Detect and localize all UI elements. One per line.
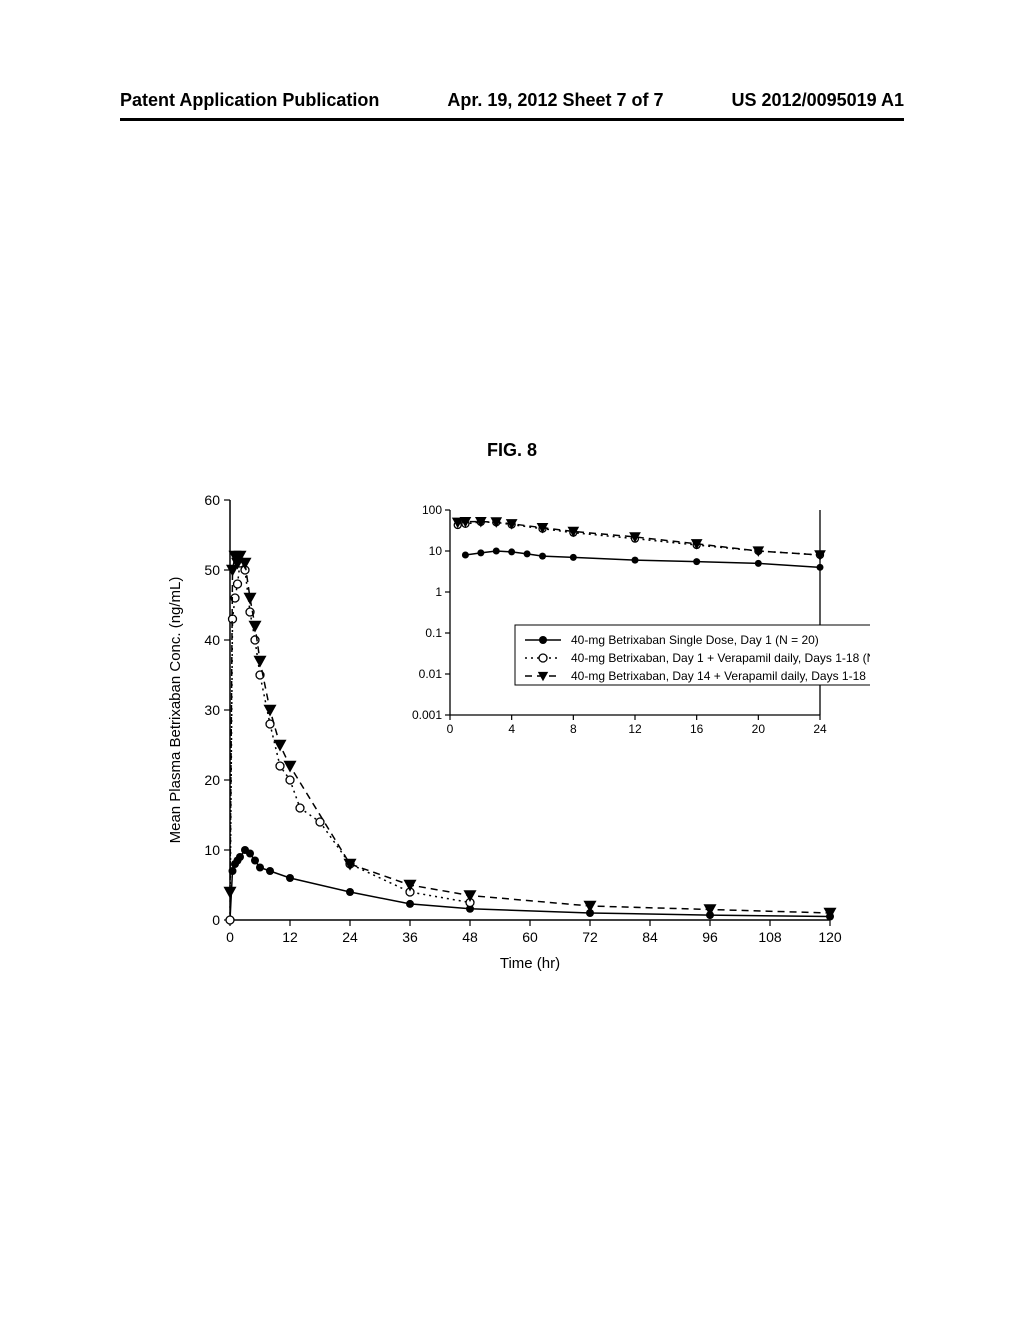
svg-text:96: 96: [702, 929, 718, 945]
svg-text:84: 84: [642, 929, 658, 945]
svg-text:Time (hr): Time (hr): [500, 955, 560, 972]
svg-text:50: 50: [204, 562, 220, 578]
svg-text:20: 20: [752, 722, 766, 736]
page-header: Patent Application Publication Apr. 19, …: [120, 90, 904, 111]
svg-text:100: 100: [422, 503, 442, 517]
svg-text:36: 36: [402, 929, 418, 945]
svg-text:10: 10: [429, 544, 443, 558]
svg-text:12: 12: [282, 929, 298, 945]
svg-text:8: 8: [570, 722, 577, 736]
svg-text:0: 0: [447, 722, 454, 736]
svg-text:40-mg Betrixaban Single Dose,: 40-mg Betrixaban Single Dose, Day 1 (N =…: [571, 633, 819, 647]
svg-text:20: 20: [204, 772, 220, 788]
svg-text:0: 0: [226, 929, 234, 945]
svg-text:0.01: 0.01: [419, 667, 443, 681]
svg-text:24: 24: [813, 722, 827, 736]
header-right: US 2012/0095019 A1: [732, 90, 904, 111]
svg-text:40: 40: [204, 632, 220, 648]
svg-text:1: 1: [435, 585, 442, 599]
svg-text:Mean Plasma Betrixaban Conc. (: Mean Plasma Betrixaban Conc. (ng/mL): [167, 577, 184, 844]
svg-text:12: 12: [628, 722, 642, 736]
svg-text:72: 72: [582, 929, 598, 945]
svg-text:0.001: 0.001: [412, 708, 442, 722]
svg-text:40-mg Betrixaban, Day 1 + Vera: 40-mg Betrixaban, Day 1 + Verapamil dail…: [571, 651, 870, 665]
svg-text:24: 24: [342, 929, 358, 945]
svg-text:0: 0: [212, 912, 220, 928]
svg-text:60: 60: [522, 929, 538, 945]
svg-text:30: 30: [204, 702, 220, 718]
svg-text:48: 48: [462, 929, 478, 945]
svg-text:0.1: 0.1: [425, 626, 442, 640]
svg-text:60: 60: [204, 492, 220, 508]
svg-text:16: 16: [690, 722, 704, 736]
header-center: Apr. 19, 2012 Sheet 7 of 7: [447, 90, 663, 111]
figure-title: FIG. 8: [0, 440, 1024, 461]
svg-text:10: 10: [204, 842, 220, 858]
concentration-time-chart: 010203040506001224364860728496108120Time…: [150, 480, 870, 1000]
svg-text:120: 120: [818, 929, 842, 945]
svg-text:108: 108: [758, 929, 782, 945]
svg-text:4: 4: [508, 722, 515, 736]
chart-svg: 010203040506001224364860728496108120Time…: [150, 480, 870, 1000]
header-left: Patent Application Publication: [120, 90, 379, 111]
svg-text:40-mg Betrixaban, Day 14 + Ver: 40-mg Betrixaban, Day 14 + Verapamil dai…: [571, 669, 870, 683]
header-divider: [120, 118, 904, 121]
